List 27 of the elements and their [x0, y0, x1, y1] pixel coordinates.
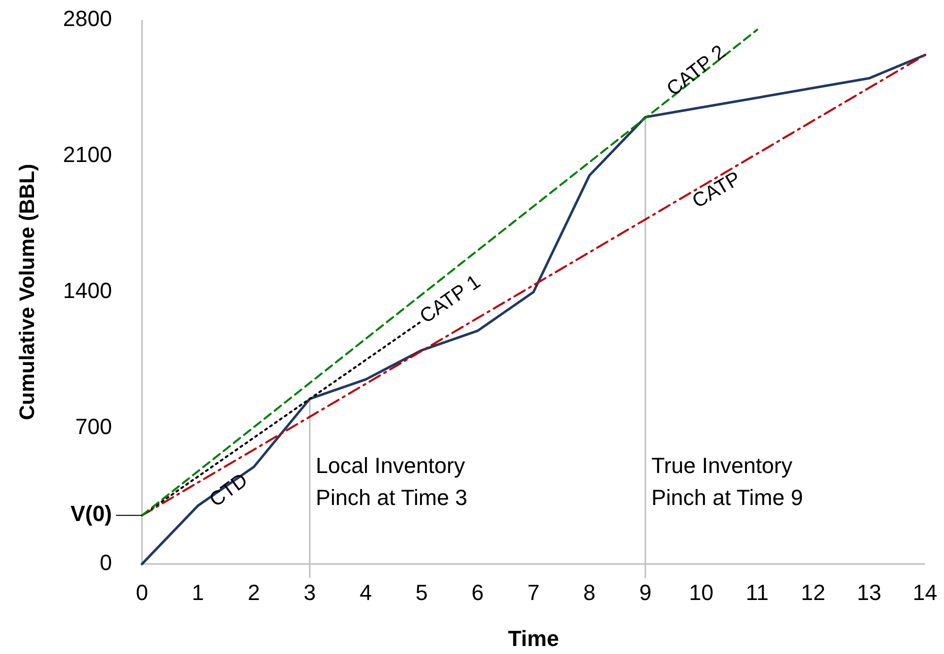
x-tick-label: 8: [583, 580, 596, 605]
x-tick-label: 10: [689, 580, 714, 605]
x-tick-label: 3: [304, 580, 316, 605]
ref-line-label: Local Inventory Pinch at Time 3: [316, 453, 468, 510]
y-axis-title: Cumulative Volume (BBL): [16, 164, 39, 420]
x-tick-label: 6: [471, 580, 484, 605]
x-tick-label: 13: [856, 580, 882, 605]
x-tick-label: 12: [800, 580, 826, 605]
x-tick-label: 9: [639, 580, 652, 605]
y-tick-label: 700: [75, 414, 112, 439]
y-tick-label: 2100: [63, 142, 112, 167]
text: CTD: [206, 469, 252, 512]
x-tick-label: 11: [746, 580, 769, 605]
y-tick-label: 1400: [63, 278, 112, 303]
y-tick-label: V(0): [70, 501, 112, 526]
x-tick-label: 4: [360, 580, 372, 605]
x-tick-label: 14: [912, 580, 938, 605]
text: CATP: [688, 168, 745, 213]
x-tick-label: 0: [136, 580, 148, 605]
x-tick-label: 1: [192, 580, 204, 605]
x-tick-label: 2: [248, 580, 260, 605]
y-tick-label: 2800: [63, 6, 112, 31]
y-tick-label: 0: [100, 550, 112, 575]
x-tick-label: 5: [416, 580, 428, 605]
ref-line-label: True Inventory Pinch at Time 9: [651, 453, 803, 510]
x-axis-title: Time: [508, 626, 559, 651]
x-tick-label: 7: [527, 580, 540, 605]
